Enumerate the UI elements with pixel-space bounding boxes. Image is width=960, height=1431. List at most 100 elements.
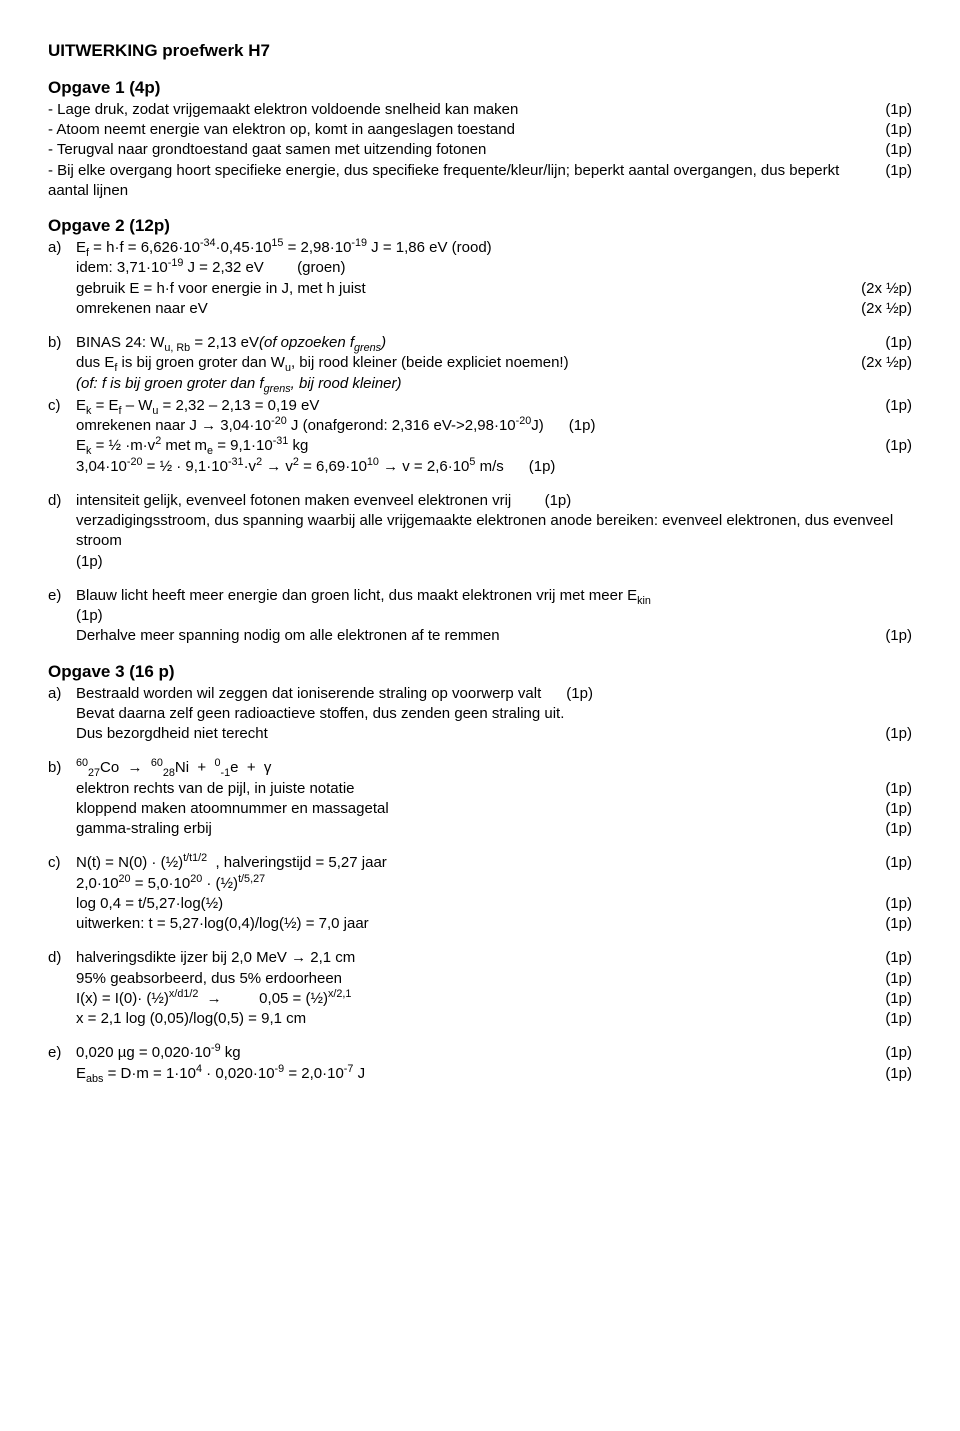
points: (1p) xyxy=(885,799,912,819)
item-label: b) xyxy=(48,333,76,353)
opg1-heading: Opgave 1 (4p) xyxy=(48,77,912,100)
points: (1p) xyxy=(885,1009,912,1029)
text-line: verzadigingsstroom, dus spanning waarbij… xyxy=(76,511,912,552)
opg3-b: b) 6027Co → 6028Ni + 0-1e + γ elektron r… xyxy=(48,758,912,839)
text: uitwerken: t = 5,27·log(0,4)/log(½) = 7,… xyxy=(76,914,885,934)
text: omrekenen naar eV xyxy=(76,299,861,319)
text: Ek = Ef – Wu = 2,32 – 2,13 = 0,19 eV xyxy=(76,396,885,416)
points: (1p) xyxy=(885,724,912,744)
formula-line: Ef = h·f = 6,626·10-34·0,45·1015 = 2,98·… xyxy=(76,238,912,258)
text: Eabs = D·m = 1·104 · 0,020·10-9 = 2,0·10… xyxy=(76,1064,885,1084)
line: Derhalve meer spanning nodig om alle ele… xyxy=(76,626,912,646)
opg2-a: a) Ef = h·f = 6,626·10-34·0,45·1015 = 2,… xyxy=(48,238,912,319)
points: (1p) xyxy=(885,989,912,1009)
points: (1p) xyxy=(885,819,912,839)
line: Ek = ½ ·m·v2 met me = 9,1·10-31 kg (1p) xyxy=(76,436,912,456)
text: x = 2,1 log (0,05)/log(0,5) = 9,1 cm xyxy=(76,1009,885,1029)
line: N(t) = N(0) · (½)t/t1/2 , halveringstijd… xyxy=(76,853,912,873)
line: gamma-straling erbij (1p) xyxy=(76,819,912,839)
text: - Lage druk, zodat vrijgemaakt elektron … xyxy=(48,100,885,120)
opg2-e: e) Blauw licht heeft meer energie dan gr… xyxy=(48,586,912,647)
text: dus Ef is bij groen groter dan Wu, bij r… xyxy=(76,353,861,373)
line: x = 2,1 log (0,05)/log(0,5) = 9,1 cm (1p… xyxy=(76,1009,912,1029)
points: (1p) xyxy=(885,894,912,914)
points: (2x ½p) xyxy=(861,299,912,319)
points: (1p) xyxy=(885,333,912,353)
item-label: b) xyxy=(48,758,76,778)
text: BINAS 24: Wu, Rb = 2,13 eV(of opzoeken f… xyxy=(76,333,885,353)
doc-title: UITWERKING proefwerk H7 xyxy=(48,40,912,63)
text: N(t) = N(0) · (½)t/t1/2 , halveringstijd… xyxy=(76,853,885,873)
points: (1p) xyxy=(885,779,912,799)
opg1-l4: - Bij elke overgang hoort specifieke ene… xyxy=(48,161,912,202)
points: (1p) xyxy=(885,626,912,646)
points: (1p) xyxy=(885,140,912,160)
line: 95% geabsorbeerd, dus 5% erdoorheen (1p) xyxy=(76,969,912,989)
points: (1p) xyxy=(885,914,912,934)
item-label: c) xyxy=(48,396,76,416)
points: (1p) xyxy=(885,1064,912,1084)
text: - Atoom neemt energie van elektron op, k… xyxy=(48,120,885,140)
points: (2x ½p) xyxy=(861,353,912,373)
text-line: Blauw licht heeft meer energie dan groen… xyxy=(76,586,912,606)
formula-line: 3,04·10-20 = ½ · 9,1·10-31·v2 → v2 = 6,6… xyxy=(76,457,912,477)
points: (1p) xyxy=(885,120,912,140)
opg1-l2: - Atoom neemt energie van elektron op, k… xyxy=(48,120,912,140)
opg2-heading: Opgave 2 (12p) xyxy=(48,215,912,238)
text: Ek = ½ ·m·v2 met me = 9,1·10-31 kg xyxy=(76,436,885,456)
points: (1p) xyxy=(885,969,912,989)
opg3-heading: Opgave 3 (16 p) xyxy=(48,661,912,684)
line: I(x) = I(0)· (½)x/d1/2 → 0,05 = (½)x/2,1… xyxy=(76,989,912,1009)
item-label: a) xyxy=(48,238,76,258)
line: halveringsdikte ijzer bij 2,0 MeV → 2,1 … xyxy=(76,948,912,968)
points: (1p) xyxy=(885,161,912,202)
opg3-d: d) halveringsdikte ijzer bij 2,0 MeV → 2… xyxy=(48,948,912,1029)
text: halveringsdikte ijzer bij 2,0 MeV → 2,1 … xyxy=(76,948,885,968)
text: gamma-straling erbij xyxy=(76,819,885,839)
formula-line: 2,0·1020 = 5,0·1020 · (½)t/5,27 xyxy=(76,874,912,894)
points: (1p) xyxy=(885,948,912,968)
points: (1p) xyxy=(885,100,912,120)
line: uitwerken: t = 5,27·log(0,4)/log(½) = 7,… xyxy=(76,914,912,934)
italic-line: (of: f is bij groen groter dan fgrens, b… xyxy=(76,374,912,394)
text-line: Bestraald worden wil zeggen dat ionisere… xyxy=(76,684,912,704)
line: elektron rechts van de pijl, in juiste n… xyxy=(76,779,912,799)
opg2-c: c) Ek = Ef – Wu = 2,32 – 2,13 = 0,19 eV … xyxy=(48,396,912,477)
item-label: c) xyxy=(48,853,76,873)
opg2-b: b) BINAS 24: Wu, Rb = 2,13 eV(of opzoeke… xyxy=(48,333,912,394)
item-label: d) xyxy=(48,948,76,968)
formula-line: idem: 3,71·10-19 J = 2,32 eV (groen) xyxy=(76,258,912,278)
line: BINAS 24: Wu, Rb = 2,13 eV(of opzoeken f… xyxy=(76,333,912,353)
item-label: e) xyxy=(48,586,76,606)
line: log 0,4 = t/5,27·log(½) (1p) xyxy=(76,894,912,914)
text: - Bij elke overgang hoort specifieke ene… xyxy=(48,161,885,202)
text: kloppend maken atoomnummer en massagetal xyxy=(76,799,885,819)
points: (1p) xyxy=(885,853,912,873)
line: dus Ef is bij groen groter dan Wu, bij r… xyxy=(76,353,912,373)
opg2-d: d) intensiteit gelijk, evenveel fotonen … xyxy=(48,491,912,572)
text: Derhalve meer spanning nodig om alle ele… xyxy=(76,626,885,646)
opg1-l3: - Terugval naar grondtoestand gaat samen… xyxy=(48,140,912,160)
opg3-c: c) N(t) = N(0) · (½)t/t1/2 , halveringst… xyxy=(48,853,912,934)
text: I(x) = I(0)· (½)x/d1/2 → 0,05 = (½)x/2,1 xyxy=(76,989,885,1009)
text: Dus bezorgdheid niet terecht xyxy=(76,724,885,744)
line: Eabs = D·m = 1·104 · 0,020·10-9 = 2,0·10… xyxy=(76,1064,912,1084)
opg3-e: e) 0,020 µg = 0,020·10-9 kg (1p) Eabs = … xyxy=(48,1043,912,1084)
points: (2x ½p) xyxy=(861,279,912,299)
points: (1p) xyxy=(885,1043,912,1063)
text: - Terugval naar grondtoestand gaat samen… xyxy=(48,140,885,160)
line: 0,020 µg = 0,020·10-9 kg (1p) xyxy=(76,1043,912,1063)
line: Dus bezorgdheid niet terecht (1p) xyxy=(76,724,912,744)
formula-line: 6027Co → 6028Ni + 0-1e + γ xyxy=(76,758,912,778)
opg1-l1: - Lage druk, zodat vrijgemaakt elektron … xyxy=(48,100,912,120)
line: gebruik E = h·f voor energie in J, met h… xyxy=(76,279,912,299)
points: (1p) xyxy=(885,396,912,416)
text: gebruik E = h·f voor energie in J, met h… xyxy=(76,279,861,299)
line: omrekenen naar eV (2x ½p) xyxy=(76,299,912,319)
line: Ek = Ef – Wu = 2,32 – 2,13 = 0,19 eV (1p… xyxy=(76,396,912,416)
text-line: intensiteit gelijk, evenveel fotonen mak… xyxy=(76,491,912,511)
item-label: e) xyxy=(48,1043,76,1063)
text-line: Bevat daarna zelf geen radioactieve stof… xyxy=(76,704,912,724)
formula-line: omrekenen naar J → 3,04·10-20 J (onafger… xyxy=(76,416,912,436)
item-label: a) xyxy=(48,684,76,704)
